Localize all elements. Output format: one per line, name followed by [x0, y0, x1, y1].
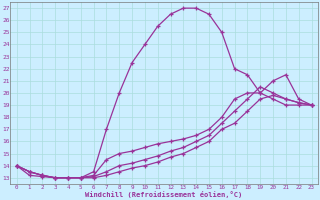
- X-axis label: Windchill (Refroidissement éolien,°C): Windchill (Refroidissement éolien,°C): [85, 191, 243, 198]
